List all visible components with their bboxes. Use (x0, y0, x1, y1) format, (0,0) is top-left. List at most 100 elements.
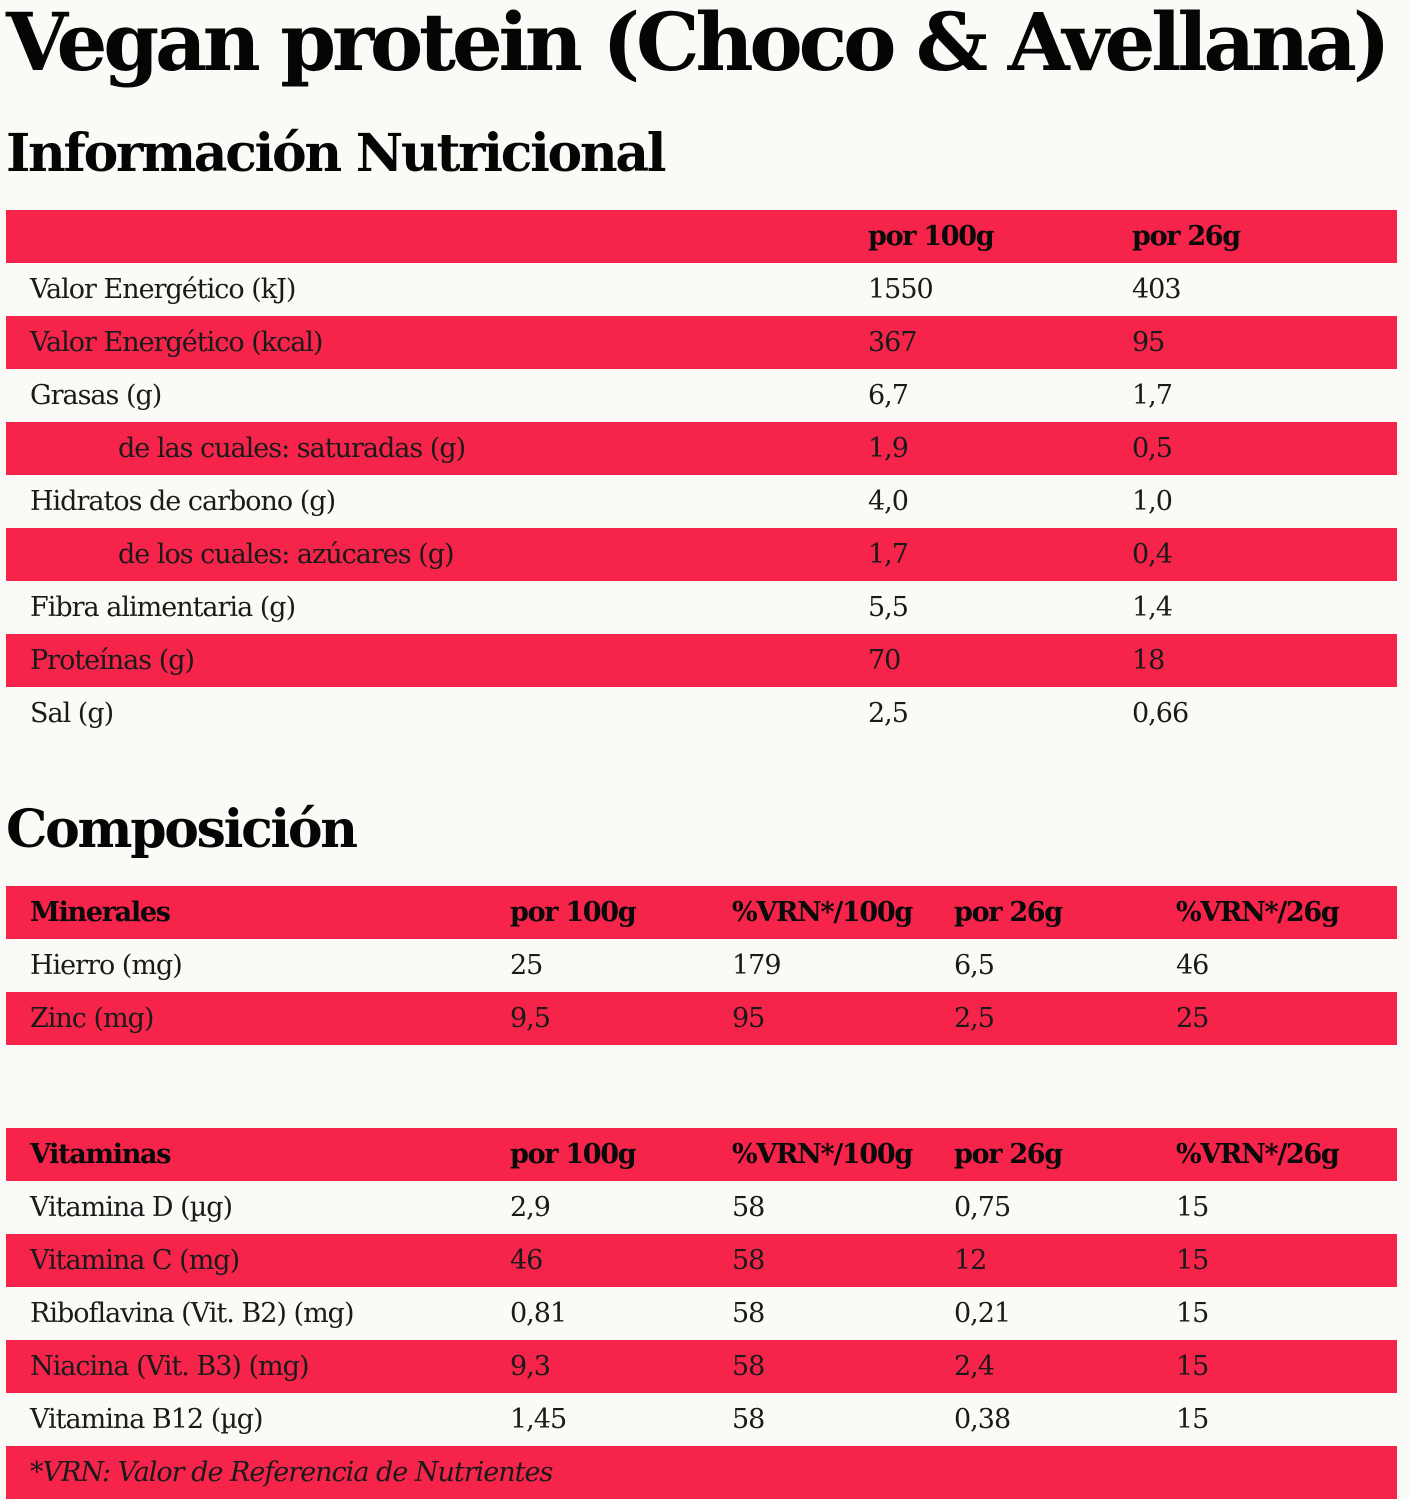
vitamin-per-26g: 0,21 (954, 1298, 1011, 1329)
mineral-header-per-100g: por 100g (510, 897, 637, 928)
mineral-header-label: Minerales (30, 897, 171, 928)
nutrient-label: de las cuales: saturadas (g) (118, 433, 466, 464)
nutrient-per-26g: 403 (1132, 274, 1182, 305)
vitamin-vrn-100g: 58 (732, 1351, 765, 1382)
mineral-header-vrn-100g: %VRN*/100g (732, 897, 913, 928)
vitamin-per-100g: 9,3 (510, 1351, 551, 1382)
vitamin-per-26g: 12 (954, 1245, 987, 1276)
vitamin-label: Vitamina B12 (µg) (30, 1404, 264, 1435)
vitamin-vrn-100g: 58 (732, 1245, 765, 1276)
vitamin-vrn-26g: 15 (1176, 1351, 1209, 1382)
vitamin-row: Vitamina D (µg) 2,9 58 0,75 15 (6, 1181, 1397, 1234)
vitamin-header-per-26g: por 26g (954, 1139, 1063, 1170)
nutrition-row: Grasas (g) 6,7 1,7 (6, 369, 1397, 422)
nutrient-label: Fibra alimentaria (g) (30, 592, 296, 623)
mineral-label: Zinc (mg) (30, 1003, 154, 1034)
mineral-vrn-100g: 95 (732, 1003, 765, 1034)
nutrition-row: Valor Energético (kcal) 367 95 (6, 316, 1397, 369)
vitamin-label: Niacina (Vit. B3) (mg) (30, 1351, 309, 1382)
vitamin-per-100g: 1,45 (510, 1404, 567, 1435)
mineral-row: Zinc (mg) 9,5 95 2,5 25 (6, 992, 1397, 1045)
mineral-per-100g: 9,5 (510, 1003, 551, 1034)
page-title: Vegan protein (Choco & Avellana) (6, 0, 1391, 89)
nutrient-per-26g: 1,0 (1132, 486, 1173, 517)
nutrition-row: Valor Energético (kJ) 1550 403 (6, 263, 1397, 316)
footnote-row: *VRN: Valor de Referencia de Nutrientes (6, 1446, 1397, 1499)
vitamin-vrn-26g: 15 (1176, 1404, 1209, 1435)
vitamins-body: Vitamina D (µg) 2,9 58 0,75 15 Vitamina C (mg… (6, 1181, 1397, 1446)
vitamin-vrn-100g: 58 (732, 1298, 765, 1329)
mineral-vrn-100g: 179 (732, 950, 782, 981)
nutrient-label: Proteínas (g) (30, 645, 195, 676)
vitamin-label: Riboflavina (Vit. B2) (mg) (30, 1298, 354, 1329)
nutrition-row: Fibra alimentaria (g) 5,5 1,4 (6, 581, 1397, 634)
mineral-per-100g: 25 (510, 950, 543, 981)
nutrition-body: Valor Energético (kJ) 1550 403 Valor Energé… (6, 263, 1397, 740)
vitamin-vrn-100g: 58 (732, 1404, 765, 1435)
mineral-per-26g: 6,5 (954, 950, 995, 981)
nutrient-per-26g: 0,66 (1132, 698, 1189, 729)
nutrient-per-26g: 0,5 (1132, 433, 1173, 464)
nutrient-per-100g: 1550 (868, 274, 934, 305)
vitamin-per-26g: 0,75 (954, 1192, 1011, 1223)
nutrient-per-100g: 1,9 (868, 433, 909, 464)
vitamin-row: Vitamina B12 (µg) 1,45 58 0,38 15 (6, 1393, 1397, 1446)
vitamin-vrn-100g: 58 (732, 1192, 765, 1223)
vitamin-vrn-26g: 15 (1176, 1245, 1209, 1276)
vitamin-per-100g: 0,81 (510, 1298, 567, 1329)
nutrient-per-100g: 70 (868, 645, 901, 676)
nutrition-row: Hidratos de carbono (g) 4,0 1,0 (6, 475, 1397, 528)
nutrient-label: Valor Energético (kJ) (30, 274, 296, 305)
vitamin-per-100g: 46 (510, 1245, 543, 1276)
nutrient-per-26g: 1,7 (1132, 380, 1173, 411)
vitamins-header-row: Vitaminas por 100g %VRN*/100g por 26g %VRN*/… (6, 1128, 1397, 1181)
mineral-header-per-26g: por 26g (954, 897, 1063, 928)
nutrition-header-per26: por 26g (1132, 221, 1241, 252)
nutrition-header-row: por 100g por 26g (6, 210, 1397, 263)
nutrition-row: de las cuales: saturadas (g) 1,9 0,5 (6, 422, 1397, 475)
vitamin-row: Vitamina C (mg) 46 58 12 15 (6, 1234, 1397, 1287)
nutrient-per-100g: 2,5 (868, 698, 909, 729)
footnote: *VRN: Valor de Referencia de Nutrientes (30, 1457, 553, 1488)
mineral-label: Hierro (mg) (30, 950, 183, 981)
nutrition-row: Proteínas (g) 70 18 (6, 634, 1397, 687)
vitamin-row: Riboflavina (Vit. B2) (mg) 0,81 58 0,21 15 (6, 1287, 1397, 1340)
minerals-header-row: Minerales por 100g %VRN*/100g por 26g %VRN*/… (6, 886, 1397, 939)
mineral-vrn-26g: 46 (1176, 950, 1209, 981)
vitamin-header-per-100g: por 100g (510, 1139, 637, 1170)
mineral-row: Hierro (mg) 25 179 6,5 46 (6, 939, 1397, 992)
nutrient-per-100g: 1,7 (868, 539, 909, 570)
vitamin-vrn-26g: 15 (1176, 1298, 1209, 1329)
nutrient-label: Hidratos de carbono (g) (30, 486, 336, 517)
vitamin-header-label: Vitaminas (30, 1139, 171, 1170)
minerals-table: Minerales por 100g %VRN*/100g por 26g %VRN*/… (6, 886, 1397, 1045)
vitamin-row: Niacina (Vit. B3) (mg) 9,3 58 2,4 15 (6, 1340, 1397, 1393)
nutrient-label: Sal (g) (30, 698, 114, 729)
vitamins-table: Vitaminas por 100g %VRN*/100g por 26g %VRN*/… (6, 1128, 1397, 1499)
nutrient-label: Grasas (g) (30, 380, 162, 411)
nutrient-label: Valor Energético (kcal) (30, 327, 323, 358)
nutrient-per-100g: 4,0 (868, 486, 909, 517)
nutrition-row: Sal (g) 2,5 0,66 (6, 687, 1397, 740)
nutrition-heading: Información Nutricional (6, 123, 667, 184)
vitamin-header-vrn-26g: %VRN*/26g (1176, 1139, 1340, 1170)
vitamin-header-vrn-100g: %VRN*/100g (732, 1139, 913, 1170)
nutrient-label: de los cuales: azúcares (g) (118, 539, 455, 570)
nutrient-per-100g: 5,5 (868, 592, 909, 623)
nutrition-row: de los cuales: azúcares (g) 1,7 0,4 (6, 528, 1397, 581)
mineral-vrn-26g: 25 (1176, 1003, 1209, 1034)
nutrient-per-26g: 18 (1132, 645, 1165, 676)
vitamin-label: Vitamina C (mg) (30, 1245, 240, 1276)
minerals-body: Hierro (mg) 25 179 6,5 46 Zinc (mg) 9,5 95 2,5 25 (6, 939, 1397, 1045)
nutrient-per-26g: 95 (1132, 327, 1165, 358)
vitamin-label: Vitamina D (µg) (30, 1192, 233, 1223)
mineral-header-vrn-26g: %VRN*/26g (1176, 897, 1340, 928)
nutrient-per-100g: 367 (868, 327, 918, 358)
composition-heading: Composición (6, 799, 358, 860)
nutrient-per-26g: 0,4 (1132, 539, 1173, 570)
nutrition-header-per100: por 100g (868, 221, 995, 252)
vitamin-per-100g: 2,9 (510, 1192, 551, 1223)
nutrient-per-26g: 1,4 (1132, 592, 1173, 623)
nutrition-table: por 100g por 26g Valor Energético (kJ) 15… (6, 210, 1397, 740)
nutrient-per-100g: 6,7 (868, 380, 909, 411)
